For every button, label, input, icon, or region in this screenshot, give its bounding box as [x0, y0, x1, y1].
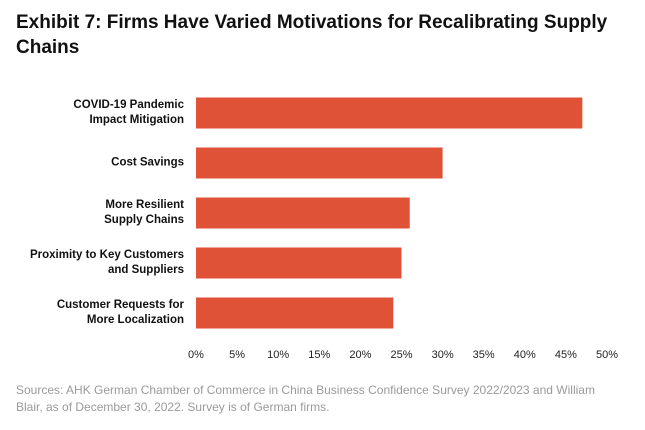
bar [196, 247, 402, 279]
x-tick-label: 10% [267, 349, 289, 361]
y-tick-label: Cost Savings [111, 156, 184, 169]
x-tick-label: 30% [432, 349, 454, 361]
y-tick-label: Customer Requests for More Localization [56, 299, 184, 326]
x-tick-label: 0% [188, 349, 204, 361]
bar [196, 297, 394, 329]
x-tick-label: 35% [473, 349, 495, 361]
x-tick-label: 15% [308, 349, 330, 361]
x-tick-label: 20% [349, 349, 371, 361]
y-tick-label: More Resilient Supply Chains [104, 199, 184, 226]
bar [196, 147, 443, 179]
x-tick-label: 5% [229, 349, 245, 361]
y-tick-label: Proximity to Key Customers and Suppliers [29, 249, 184, 276]
bar [196, 97, 583, 129]
y-tick-label: COVID-19 Pandemic Impact Mitigation [73, 99, 184, 126]
bar [196, 197, 410, 229]
x-tick-label: 45% [555, 349, 577, 361]
x-tick-label: 40% [514, 349, 536, 361]
x-tick-label: 50% [596, 349, 618, 361]
source-note: Sources: AHK German Chamber of Commerce … [16, 383, 595, 414]
chart-title: Exhibit 7: Firms Have Varied Motivations… [16, 12, 608, 58]
x-tick-label: 25% [390, 349, 412, 361]
